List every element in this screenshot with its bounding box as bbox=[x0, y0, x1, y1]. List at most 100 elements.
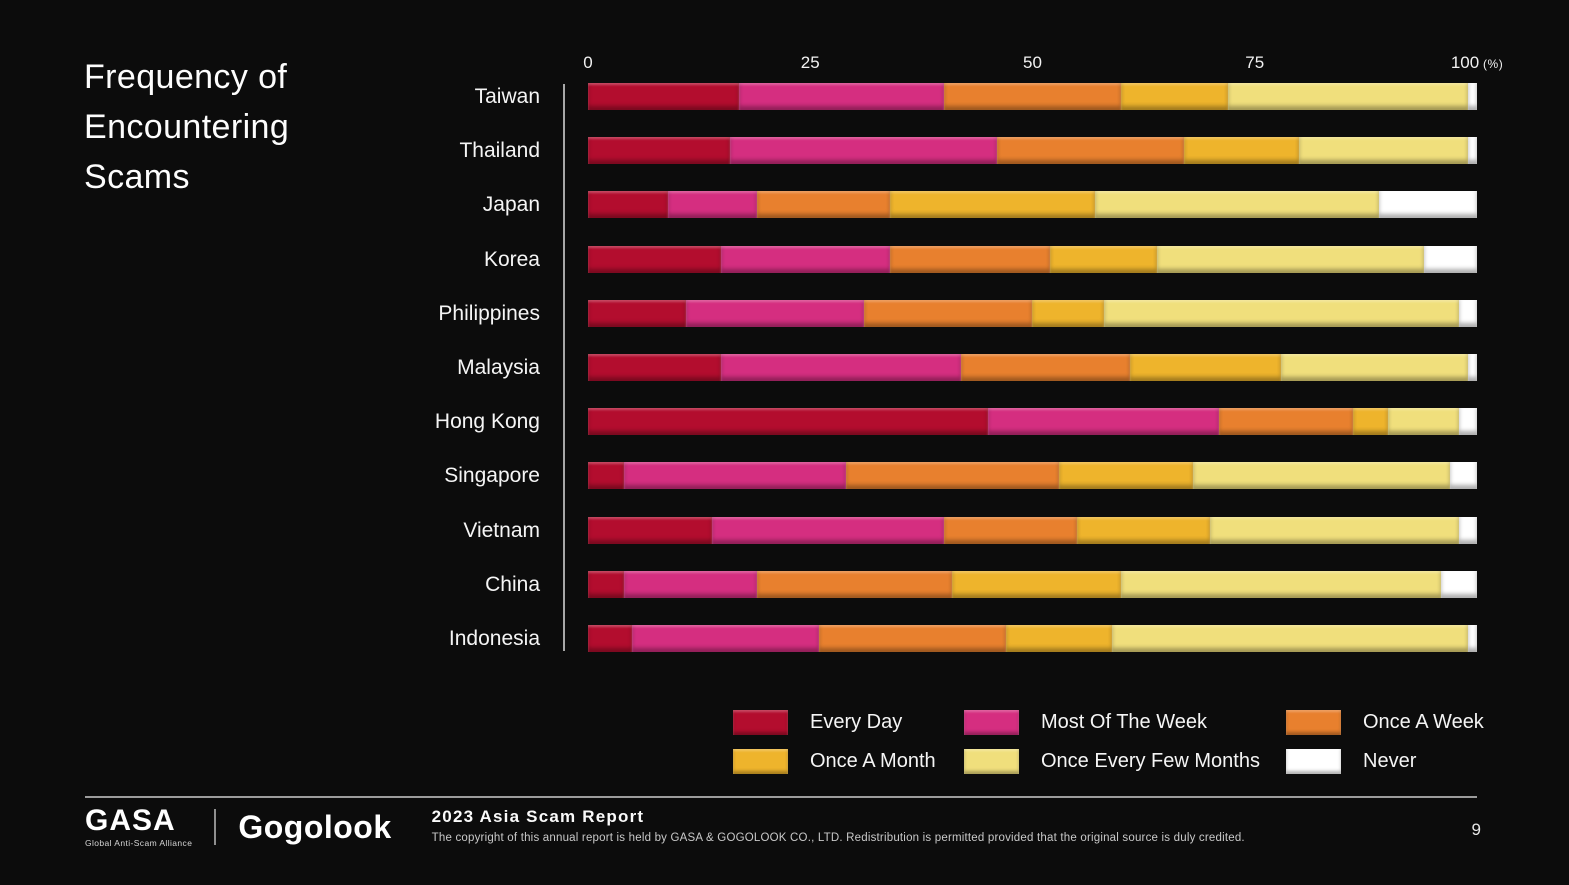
bar-segment bbox=[1459, 300, 1477, 327]
bar-segment bbox=[890, 191, 1095, 218]
bar-segment bbox=[943, 517, 1077, 544]
bar-segment bbox=[845, 462, 1060, 489]
bar-segment bbox=[1379, 191, 1477, 218]
x-tick-label: 50 bbox=[1023, 53, 1042, 72]
bar-segment bbox=[623, 571, 757, 598]
stacked-bar bbox=[588, 625, 1477, 652]
bar-segment bbox=[632, 625, 820, 652]
stacked-bar bbox=[588, 354, 1477, 381]
legend-item: Never bbox=[1286, 749, 1484, 774]
legend-item: Once A Week bbox=[1286, 710, 1484, 735]
footer-divider bbox=[85, 796, 1477, 798]
category-label: Vietnam bbox=[463, 518, 540, 542]
bar-segment bbox=[1183, 137, 1300, 164]
bar-segment bbox=[1005, 625, 1113, 652]
legend-swatch bbox=[1286, 749, 1341, 774]
bar-segment bbox=[961, 354, 1131, 381]
legend-item: Once A Month bbox=[733, 749, 964, 774]
bar-segment bbox=[1121, 571, 1442, 598]
legend-item: Once Every Few Months bbox=[964, 749, 1286, 774]
legend-swatch bbox=[1286, 710, 1341, 735]
bar-segment bbox=[1468, 83, 1477, 110]
stacked-bar bbox=[588, 83, 1477, 110]
bar-segment bbox=[1228, 83, 1469, 110]
chart-row: China bbox=[485, 571, 1477, 598]
stacked-bar bbox=[588, 246, 1477, 273]
bar-segment bbox=[721, 246, 891, 273]
legend-label: Every Day bbox=[810, 711, 903, 733]
stacked-bar bbox=[588, 517, 1477, 544]
chart-row: Japan bbox=[483, 191, 1477, 218]
bar-segment bbox=[1121, 83, 1229, 110]
stacked-bar bbox=[588, 571, 1477, 598]
category-label: Taiwan bbox=[474, 84, 540, 108]
chart-row: Korea bbox=[484, 246, 1477, 273]
category-label: Hong Kong bbox=[434, 409, 540, 433]
x-tick-label: 0 bbox=[583, 53, 593, 72]
bar-segment bbox=[943, 83, 1122, 110]
bar-segment bbox=[863, 300, 1033, 327]
bar-segment bbox=[685, 300, 864, 327]
legend-label: Never bbox=[1363, 750, 1417, 772]
bar-segment bbox=[1112, 625, 1469, 652]
bar-segment bbox=[996, 137, 1184, 164]
bar-segment bbox=[1459, 517, 1477, 544]
x-tick-label: 75 bbox=[1245, 53, 1265, 72]
legend-swatch bbox=[964, 749, 1019, 774]
legend-label: Once A Month bbox=[810, 750, 936, 772]
bar-segment bbox=[588, 625, 633, 652]
bar-segment bbox=[588, 83, 740, 110]
bar-segment bbox=[1468, 354, 1477, 381]
bar-segment bbox=[623, 462, 846, 489]
chart-row: Indonesia bbox=[449, 625, 1477, 652]
bar-segment bbox=[739, 83, 944, 110]
category-label: China bbox=[485, 572, 540, 596]
bar-segment bbox=[1468, 625, 1477, 652]
bar-segment bbox=[588, 408, 989, 435]
bar-segment bbox=[588, 191, 668, 218]
footer: GASA Global Anti-Scam Alliance Gogolook … bbox=[85, 806, 1245, 849]
x-tick-label: 100 (%) bbox=[1450, 53, 1504, 72]
stacked-bar bbox=[588, 300, 1477, 327]
bar-segment bbox=[588, 517, 713, 544]
bar-segment bbox=[952, 571, 1122, 598]
legend: Every Day Most Of The Week Once A Week Once… bbox=[733, 710, 1484, 774]
bar-segment bbox=[721, 354, 962, 381]
chart-row: Philippines bbox=[438, 300, 1477, 327]
bar-segment bbox=[890, 246, 1051, 273]
category-label: Korea bbox=[483, 247, 540, 271]
copyright-text: The copyright of this annual report is h… bbox=[431, 832, 1245, 844]
y-axis-line bbox=[563, 84, 565, 651]
bar-segment bbox=[588, 137, 731, 164]
legend-label: Once Every Few Months bbox=[1041, 750, 1260, 772]
page-number: 9 bbox=[1471, 820, 1481, 839]
legend-item: Most Of The Week bbox=[964, 710, 1286, 735]
bar-segment bbox=[588, 300, 686, 327]
bar-segment bbox=[588, 571, 624, 598]
bar-segment bbox=[756, 571, 953, 598]
bar-segment bbox=[1423, 246, 1477, 273]
bar-segment bbox=[1468, 137, 1477, 164]
x-axis-unit: (%) bbox=[1479, 57, 1504, 71]
report-title: 2023 Asia Scam Report bbox=[431, 807, 645, 826]
legend-swatch bbox=[964, 710, 1019, 735]
chart-row: Singapore bbox=[444, 462, 1477, 489]
bar-segment bbox=[988, 408, 1220, 435]
bar-segment bbox=[668, 191, 757, 218]
report-info: 2023 Asia Scam Report The copyright of t… bbox=[432, 807, 1245, 844]
legend-swatch bbox=[733, 749, 788, 774]
bar-segment bbox=[756, 191, 891, 218]
plot-area: 0 25 50 75 100 (%) Taiwan Thailand Japan Korea P… bbox=[435, 53, 1503, 652]
bar-segment bbox=[1130, 354, 1282, 381]
bar-segment bbox=[1219, 408, 1353, 435]
bar-segment bbox=[1050, 246, 1157, 273]
chart-row: Malaysia bbox=[457, 354, 1477, 381]
bar-segment bbox=[712, 517, 944, 544]
stacked-bar bbox=[588, 462, 1477, 489]
category-label: Thailand bbox=[459, 138, 540, 162]
gasa-logo: GASA Global Anti-Scam Alliance bbox=[85, 806, 192, 849]
bar-segment bbox=[1076, 517, 1211, 544]
bar-segment bbox=[1388, 408, 1460, 435]
bar-segment bbox=[1281, 354, 1469, 381]
bar-segment bbox=[1094, 191, 1380, 218]
